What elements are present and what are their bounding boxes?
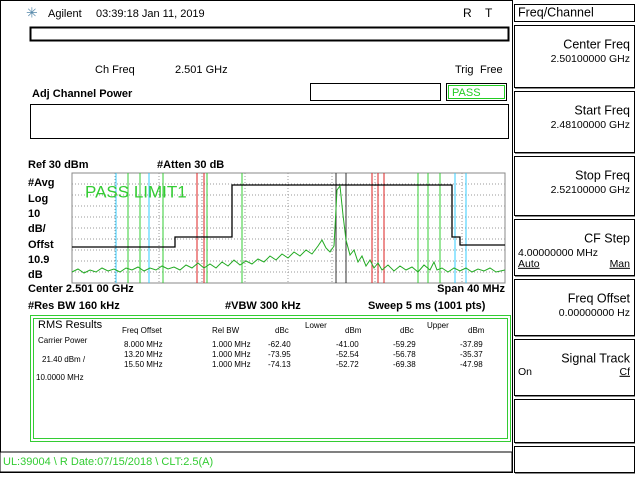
results-cell: -69.38 [393, 360, 416, 369]
results-cell: -73.95 [268, 350, 291, 359]
softkey-label: Signal Track [561, 351, 631, 365]
softkey[interactable] [514, 279, 635, 336]
ref-level: Ref 30 dBm [28, 159, 89, 171]
left-label: 10.9 [28, 254, 49, 266]
results-cell: 8.000 MHz [124, 340, 163, 349]
left-label: 10 [28, 208, 40, 220]
atten: #Atten 30 dB [157, 159, 224, 171]
menu-title-box [514, 4, 635, 22]
softkey-label: Stop Freq [575, 168, 630, 182]
softkey-value: 4.00000000 MHz [518, 247, 598, 259]
col-header: dBm [468, 326, 485, 335]
softkey[interactable] [514, 446, 635, 473]
results-cell: -52.72 [336, 360, 359, 369]
results-cell: -62.40 [268, 340, 291, 349]
carrier-power: 21.40 dBm / [42, 355, 86, 364]
softkey[interactable] [514, 156, 635, 216]
col-header: Freq Offset [122, 326, 163, 335]
results-rows: 8.000 MHz 1.000 MHz -62.40 -41.00 -59.29 -37.… [124, 340, 483, 369]
results-cell: -37.89 [460, 340, 483, 349]
vbw: #VBW 300 kHz [225, 300, 301, 312]
softkey[interactable] [514, 399, 635, 443]
softkey-value: 2.48100000 GHz [551, 119, 630, 131]
softkey-value: 2.52100000 GHz [551, 184, 630, 196]
menu-title: Freq/Channel [518, 5, 594, 19]
group-label: Upper [427, 321, 449, 330]
limit-text: PASS LIMIT1 [85, 182, 187, 201]
left-label: Log [28, 193, 48, 205]
left-label: Offst [28, 239, 54, 251]
trig: Free [480, 64, 503, 76]
results-cell: 15.50 MHz [124, 360, 163, 369]
softkey-option: Auto [518, 258, 540, 270]
indicator: T [485, 6, 493, 20]
channel-markers [115, 173, 467, 283]
results-cell: 1.000 MHz [212, 340, 251, 349]
mode: Adj Channel Power [32, 88, 133, 100]
softkey[interactable] [514, 25, 635, 88]
softkey-value: 0.00000000 Hz [559, 307, 630, 319]
results-cell: -56.78 [393, 350, 416, 359]
softkey-label: Freq Offset [568, 291, 631, 305]
left-labels: #Avg Log 10 dB/ Offst 10.9 dB [28, 177, 55, 281]
left-label: #Avg [28, 177, 55, 189]
carrier-label: Carrier Power [38, 336, 88, 345]
results-cell: -41.00 [336, 340, 359, 349]
softkey-value: 2.50100000 GHz [551, 53, 630, 65]
ch-freq: 2.501 GHz [175, 64, 228, 76]
spectrum-trace [71, 184, 506, 274]
group-label: Lower [305, 321, 327, 330]
results-title: RMS Results [38, 319, 103, 331]
ch-freq-label: Ch Freq [95, 64, 135, 76]
limit-line [72, 184, 505, 248]
carrier-bw: 10.0000 MHz [36, 373, 84, 382]
results-cell: -59.29 [393, 340, 416, 349]
results-box [30, 315, 511, 442]
results-cell: -74.13 [268, 360, 291, 369]
span: Span 40 MHz [437, 283, 505, 295]
res-bw: #Res BW 160 kHz [28, 300, 120, 312]
logo-icon: ✳ [26, 5, 38, 21]
indicator: R [463, 6, 472, 20]
softkey-label: Start Freq [574, 103, 630, 117]
status-box [446, 83, 507, 101]
results-cell: 1.000 MHz [212, 360, 251, 369]
message-box [30, 104, 509, 139]
status: PASS [452, 87, 481, 99]
results-cell: -52.54 [336, 350, 359, 359]
results-cell: 1.000 MHz [212, 350, 251, 359]
softkey-label: Center Freq [563, 37, 630, 51]
softkey[interactable] [514, 339, 635, 396]
status-text: UL:39004 \ R Date:07/15/2018 \ CLT:2.5(A… [3, 456, 213, 468]
input-bar [29, 26, 510, 42]
col-header: dBm [345, 326, 362, 335]
col-header: dBc [275, 326, 289, 335]
sweep: Sweep 5 ms (1001 pts) [368, 300, 486, 312]
softkey-option: Man [610, 258, 631, 270]
softkey-label: CF Step [584, 231, 630, 245]
timestamp: 03:39:18 Jan 11, 2019 [96, 8, 205, 20]
col-header: dBc [400, 326, 414, 335]
left-label: dB [28, 269, 43, 281]
results-box-inner [33, 318, 508, 439]
status-bar [0, 451, 513, 473]
center: Center 2.501 00 GHz [28, 283, 134, 295]
softkey[interactable] [514, 91, 635, 153]
trig-label: Trig [455, 64, 474, 76]
brand: Agilent [48, 8, 82, 20]
status-box-inner [448, 85, 505, 99]
softkey-option: Cf [620, 366, 631, 378]
results-cell: -47.98 [460, 360, 483, 369]
left-label: dB/ [28, 223, 46, 235]
col-header: Rel BW [212, 326, 240, 335]
softkey-option: On [518, 366, 532, 378]
softkeys: Center Freq 2.50100000 GHz Start Freq 2.481… [514, 25, 635, 474]
results-cell: 13.20 MHz [124, 350, 163, 359]
field-box [310, 83, 441, 101]
results-cell: -35.37 [460, 350, 483, 359]
softkey[interactable] [514, 219, 635, 276]
